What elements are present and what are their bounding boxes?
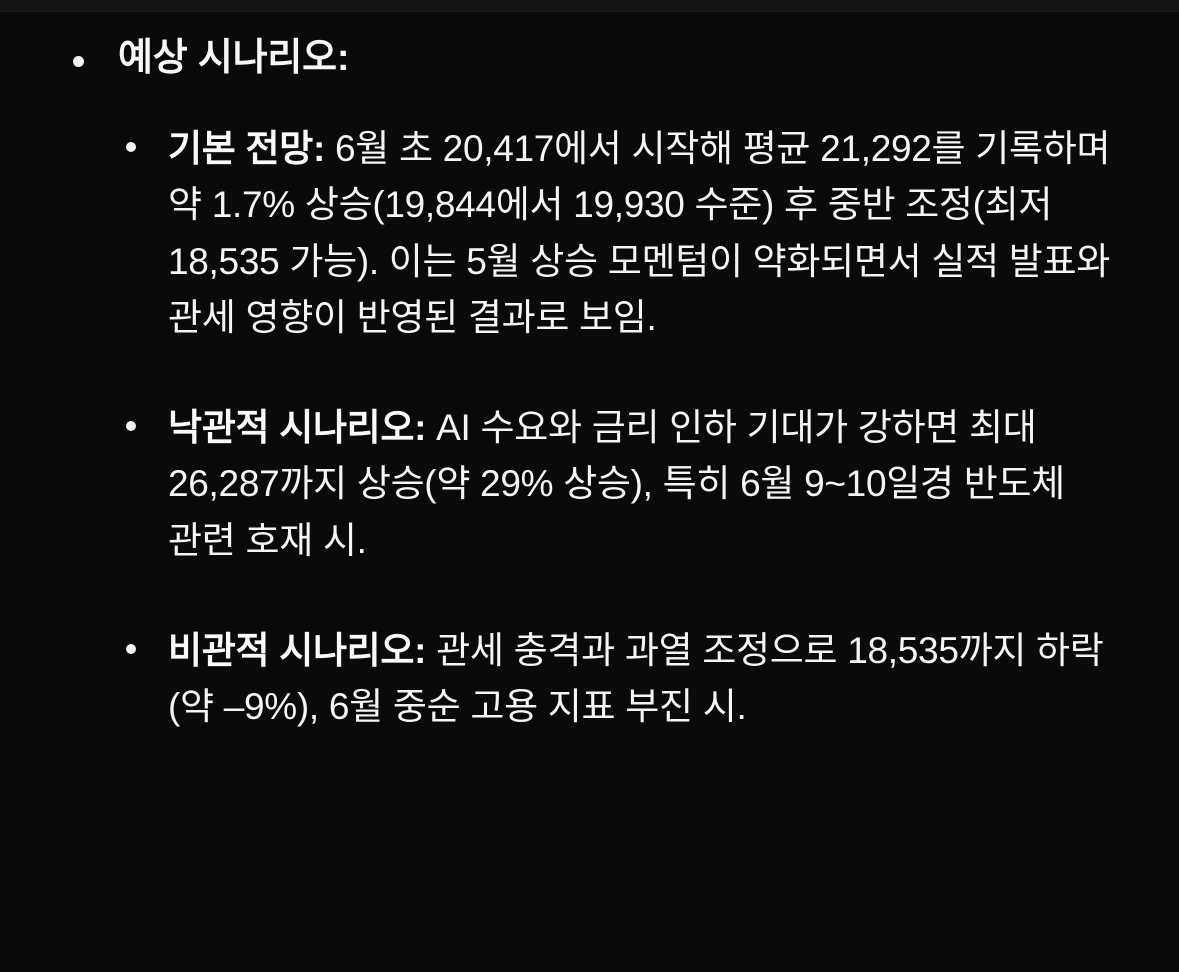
scenario-section: 예상 시나리오: bbox=[0, 13, 1179, 83]
answer-content-area: 예상 시나리오: 기본 전망: 6월 초 20,417에서 시작해 평균 21,… bbox=[0, 13, 1179, 972]
scenario-label: 비관적 시나리오: bbox=[168, 629, 427, 671]
scenario-label: 낙관적 시나리오: bbox=[168, 407, 427, 449]
bullet-marker-icon bbox=[126, 421, 136, 432]
scenario-text: 낙관적 시나리오: AI 수요와 금리 인하 기대가 강하면 최대 26,287… bbox=[168, 400, 1137, 569]
list-item-base-forecast: 기본 전망: 6월 초 20,417에서 시작해 평균 21,292를 기록하며… bbox=[0, 121, 1179, 346]
scenario-body: 6월 초 20,417에서 시작해 평균 21,292를 기록하며 약 1.7%… bbox=[168, 128, 1111, 338]
scenario-body: 관세 충격과 과열 조정으로 18,535까지 하락(약 –9%), 6월 중순… bbox=[168, 629, 1104, 728]
bullet-marker-icon bbox=[126, 142, 136, 153]
scenario-text: 비관적 시나리오: 관세 충격과 과열 조정으로 18,535까지 하락(약 –… bbox=[168, 623, 1137, 735]
scenario-label: 기본 전망: bbox=[168, 128, 325, 170]
scenario-list: 기본 전망: 6월 초 20,417에서 시작해 평균 21,292를 기록하며… bbox=[0, 121, 1179, 735]
bullet-marker-icon bbox=[126, 643, 136, 654]
top-status-band bbox=[0, 0, 1179, 12]
scenario-body: AI 수요와 금리 인하 기대가 강하면 최대 26,287까지 상승(약 29… bbox=[168, 407, 1065, 561]
bullet-marker-icon bbox=[73, 56, 84, 67]
scenario-text: 기본 전망: 6월 초 20,417에서 시작해 평균 21,292를 기록하며… bbox=[168, 121, 1137, 346]
section-heading: 예상 시나리오: bbox=[118, 37, 350, 79]
list-item-optimistic-scenario: 낙관적 시나리오: AI 수요와 금리 인하 기대가 강하면 최대 26,287… bbox=[0, 400, 1179, 569]
list-item-pessimistic-scenario: 비관적 시나리오: 관세 충격과 과열 조정으로 18,535까지 하락(약 –… bbox=[0, 623, 1179, 735]
